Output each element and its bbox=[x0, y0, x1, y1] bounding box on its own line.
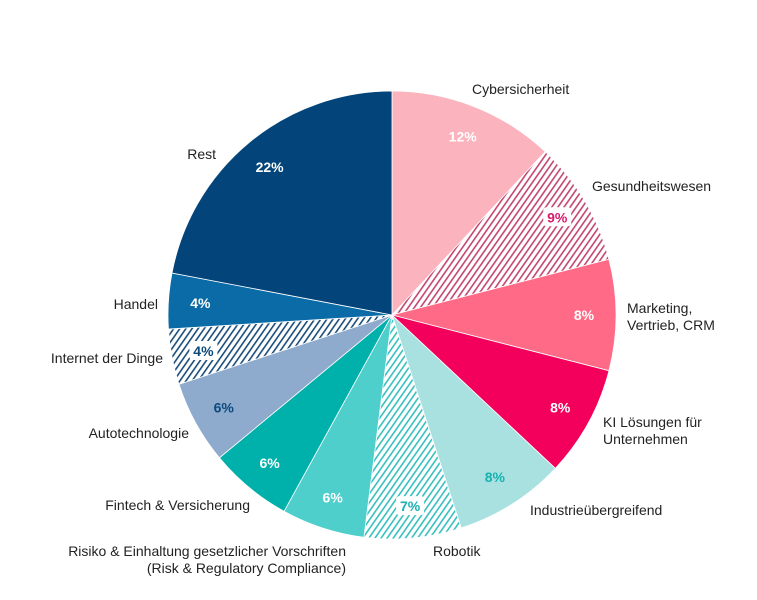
data-label: 4% bbox=[193, 343, 214, 359]
legend-label-handel: Handel bbox=[113, 296, 158, 312]
pie-slice bbox=[171, 90, 393, 316]
data-label: 8% bbox=[574, 307, 595, 323]
data-label-background bbox=[543, 207, 572, 227]
legend-label-marketing: Marketing, Vertrieb, CRM bbox=[627, 300, 715, 334]
label-line: Risiko & Einhaltung gesetzlicher Vorschr… bbox=[68, 543, 346, 559]
label-line: Unternehmen bbox=[603, 431, 688, 447]
data-label: 22% bbox=[256, 159, 285, 175]
label-line: (Risk & Regulatory Compliance) bbox=[146, 560, 346, 576]
legend-label-fintech: Fintech & Versicherung bbox=[105, 497, 250, 513]
data-label: 8% bbox=[550, 399, 571, 415]
data-label: 12% bbox=[449, 128, 478, 144]
legend-label-risiko: Risiko & Einhaltung gesetzlicher Vorschr… bbox=[68, 543, 346, 577]
pie-slice bbox=[391, 314, 556, 529]
data-label-background bbox=[396, 496, 425, 516]
legend-label-ki: KI Lösungen für Unternehmen bbox=[603, 414, 702, 448]
pie-slice bbox=[391, 90, 546, 317]
data-label: 6% bbox=[323, 490, 344, 506]
data-label: 9% bbox=[547, 209, 568, 225]
label-line: KI Lösungen für bbox=[603, 414, 702, 430]
legend-label-robotik: Robotik bbox=[433, 543, 481, 559]
data-label: 4% bbox=[190, 295, 211, 311]
data-label: 6% bbox=[259, 455, 280, 471]
label-line: Vertrieb, CRM bbox=[627, 317, 715, 333]
data-label: 8% bbox=[485, 469, 506, 485]
pie-slice bbox=[391, 258, 617, 372]
legend-label-autotechnologie: Autotechnologie bbox=[88, 425, 189, 441]
label-line: Marketing, bbox=[627, 300, 693, 316]
pie-slice bbox=[391, 314, 610, 469]
legend-label-industrie: Industrieübergreifend bbox=[530, 502, 663, 518]
legend-label-cybersicherheit: Cybersicherheit bbox=[472, 81, 570, 97]
data-label: 7% bbox=[400, 498, 421, 514]
pie-slice bbox=[390, 151, 610, 316]
data-label: 6% bbox=[214, 399, 235, 415]
data-label-background bbox=[189, 340, 218, 360]
legend-label-rest: Rest bbox=[187, 146, 216, 162]
legend-label-iot: Internet der Dinge bbox=[50, 350, 163, 366]
legend-label-gesundheitswesen: Gesundheitswesen bbox=[592, 178, 712, 194]
